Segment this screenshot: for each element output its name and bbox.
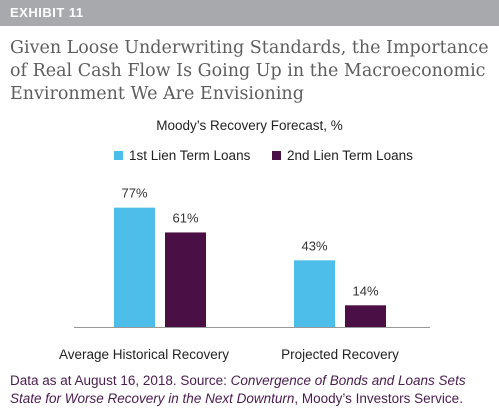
category-label-2: Projected Recovery <box>281 347 399 362</box>
legend-item-series-2: 2nd Lien Term Loans <box>272 148 413 163</box>
bar-2-1 <box>165 232 206 327</box>
chart-legend: 1st Lien Term Loans 2nd Lien Term Loans <box>0 148 499 166</box>
exhibit-label: EXHIBIT 11 <box>10 5 84 20</box>
legend-label-series-1: 1st Lien Term Loans <box>129 148 251 163</box>
headline-line-2: of Real Cash Flow Is Going Up in the Mac… <box>10 61 486 81</box>
bar-1-1 <box>114 207 155 327</box>
legend-label-series-2: 2nd Lien Term Loans <box>287 148 413 163</box>
legend-item-series-1: 1st Lien Term Loans <box>114 148 250 163</box>
chart-title: Moody’s Recovery Forecast, % <box>156 118 343 133</box>
source-title: Convergence of Bonds and Loans Sets Stat… <box>10 373 466 406</box>
bar-2-2 <box>345 305 386 327</box>
headline-line-1: Given Loose Underwriting Standards, the … <box>10 38 489 58</box>
legend-swatch-series-1 <box>114 150 123 160</box>
data-label-1-2: 43% <box>301 238 327 253</box>
headline: Given Loose Underwriting Standards, the … <box>10 37 490 106</box>
data-label-2-1: 61% <box>172 210 198 225</box>
headline-line-3: Environment We Are Envisioning <box>10 84 304 104</box>
source-prefix: Data as at August 16, 2018. Source: <box>10 373 231 388</box>
category-label-1: Average Historical Recovery <box>59 347 229 362</box>
source-suffix: , Moody’s Investors Service. <box>294 391 463 406</box>
data-label-1-1: 77% <box>121 186 147 201</box>
bar-chart: 77% 43% 61% 14% Average Historical Recovery P… <box>59 186 430 362</box>
data-label-2-2: 14% <box>352 283 378 298</box>
bar-1-2 <box>294 260 335 327</box>
source-note: Data as at August 16, 2018. Source: Conv… <box>10 372 495 408</box>
exhibit-header-bar: EXHIBIT 11 <box>0 0 499 26</box>
legend-swatch-series-2 <box>272 150 281 160</box>
